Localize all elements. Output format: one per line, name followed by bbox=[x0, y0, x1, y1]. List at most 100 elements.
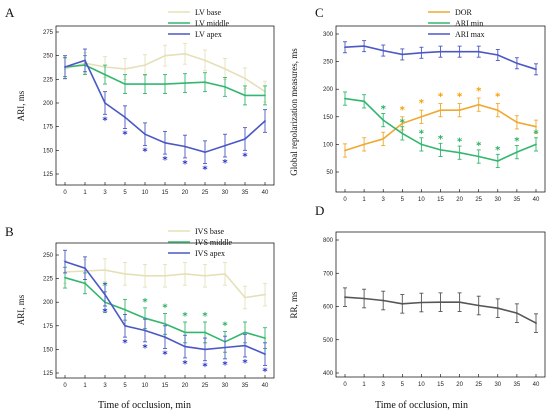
data-point bbox=[458, 301, 461, 304]
y-axis-title: ARI, ms bbox=[16, 294, 26, 325]
data-point bbox=[344, 46, 346, 49]
series-ivs-base bbox=[63, 258, 267, 310]
legend-label: IVS apex bbox=[195, 249, 225, 258]
series-rr bbox=[343, 287, 538, 333]
legend-label: IVS base bbox=[195, 227, 225, 236]
x-tick-label: 1 bbox=[83, 190, 87, 196]
data-point bbox=[420, 51, 423, 54]
x-tick-label: 15 bbox=[437, 382, 444, 388]
x-tick-label: 5 bbox=[401, 382, 405, 388]
data-point bbox=[439, 109, 442, 112]
significance-star: * bbox=[476, 86, 482, 97]
x-tick-label: 15 bbox=[162, 383, 169, 389]
significance-star: * bbox=[142, 147, 148, 158]
legend-label: ARI min bbox=[455, 19, 483, 28]
significance-star: * bbox=[182, 311, 188, 322]
data-point bbox=[164, 83, 166, 85]
data-point bbox=[144, 274, 146, 277]
data-point bbox=[401, 53, 404, 56]
x-tick-label: 10 bbox=[142, 383, 149, 389]
y-tick-label: 700 bbox=[323, 271, 334, 277]
y-tick-label: 275 bbox=[43, 30, 54, 36]
data-point bbox=[144, 329, 146, 332]
panel-letter: B bbox=[5, 224, 14, 239]
significance-star: * bbox=[122, 130, 128, 141]
data-point bbox=[144, 133, 146, 136]
y-axis-title: ARI, ms bbox=[16, 90, 26, 121]
x-tick-label: 40 bbox=[262, 190, 269, 196]
x-tick-label: 35 bbox=[242, 190, 249, 196]
data-point bbox=[516, 312, 518, 315]
x-tick-label: 10 bbox=[418, 197, 425, 203]
data-point bbox=[184, 52, 186, 55]
data-point bbox=[84, 59, 86, 62]
y-tick-label: 225 bbox=[43, 277, 54, 283]
x-tick-label: 10 bbox=[418, 382, 425, 388]
significance-star: * bbox=[122, 338, 128, 349]
data-point bbox=[244, 331, 246, 334]
x-tick-label: 3 bbox=[103, 190, 107, 196]
data-point bbox=[382, 49, 385, 52]
x-tick-label: 5 bbox=[123, 383, 127, 389]
data-point bbox=[401, 132, 404, 135]
y-tick-label: 150 bbox=[43, 148, 54, 154]
data-point bbox=[420, 115, 423, 118]
data-point bbox=[204, 81, 206, 84]
y-tick-label: 600 bbox=[323, 305, 334, 311]
x-tick-label: 20 bbox=[182, 190, 189, 196]
data-point bbox=[204, 151, 206, 154]
data-point bbox=[204, 331, 206, 334]
significance-star: * bbox=[102, 307, 108, 318]
x-tick-label: 3 bbox=[382, 382, 386, 388]
data-point bbox=[144, 83, 146, 85]
legend-label: ARI max bbox=[455, 30, 485, 39]
y-tick-label: 150 bbox=[323, 115, 334, 121]
data-point bbox=[164, 274, 166, 277]
panel-letter: A bbox=[5, 5, 15, 20]
significance-star: * bbox=[457, 92, 463, 103]
significance-star: * bbox=[162, 349, 168, 360]
data-point bbox=[344, 149, 346, 152]
significance-star: * bbox=[400, 117, 406, 128]
data-point bbox=[496, 160, 499, 162]
data-point bbox=[164, 141, 166, 144]
data-point bbox=[516, 151, 518, 154]
data-point bbox=[401, 122, 404, 125]
data-point bbox=[164, 54, 166, 57]
series-lv-apex: * * * * * * * * bbox=[63, 48, 267, 176]
data-point bbox=[124, 308, 126, 311]
x-tick-label: 3 bbox=[103, 383, 107, 389]
x-tick-label: 1 bbox=[83, 383, 87, 389]
data-point bbox=[477, 155, 480, 158]
y-axis-title: Global repolarization measures, ms bbox=[289, 48, 299, 176]
x-tick-label: 5 bbox=[123, 190, 127, 196]
x-tick-label: 35 bbox=[514, 197, 521, 203]
data-point bbox=[144, 64, 146, 67]
significance-star: * bbox=[419, 98, 425, 109]
data-point bbox=[477, 50, 480, 53]
data-point bbox=[104, 269, 106, 272]
x-tick-label: 15 bbox=[162, 190, 169, 196]
data-point bbox=[244, 344, 246, 347]
y-tick-label: 50 bbox=[326, 170, 333, 176]
x-tick-label: 30 bbox=[494, 382, 501, 388]
x-tick-label: 40 bbox=[533, 382, 540, 388]
x-tick-label: 0 bbox=[63, 383, 67, 389]
x-tick-label: 20 bbox=[456, 382, 463, 388]
significance-star: * bbox=[476, 141, 482, 152]
data-point bbox=[64, 66, 66, 68]
x-tick-label: 30 bbox=[222, 190, 229, 196]
y-tick-label: 100 bbox=[323, 142, 334, 148]
x-tick-label: 25 bbox=[475, 382, 482, 388]
x-tick-label: 0 bbox=[343, 382, 347, 388]
data-point bbox=[420, 143, 423, 146]
data-point bbox=[363, 143, 365, 146]
data-point bbox=[516, 121, 518, 124]
significance-star: * bbox=[162, 155, 168, 166]
x-axis-title-right: Time of occlusion, min bbox=[375, 400, 468, 411]
series-ari-min: **** * * *** bbox=[343, 91, 539, 169]
y-tick-label: 250 bbox=[43, 54, 54, 60]
data-point bbox=[184, 272, 186, 275]
data-point bbox=[477, 304, 480, 307]
